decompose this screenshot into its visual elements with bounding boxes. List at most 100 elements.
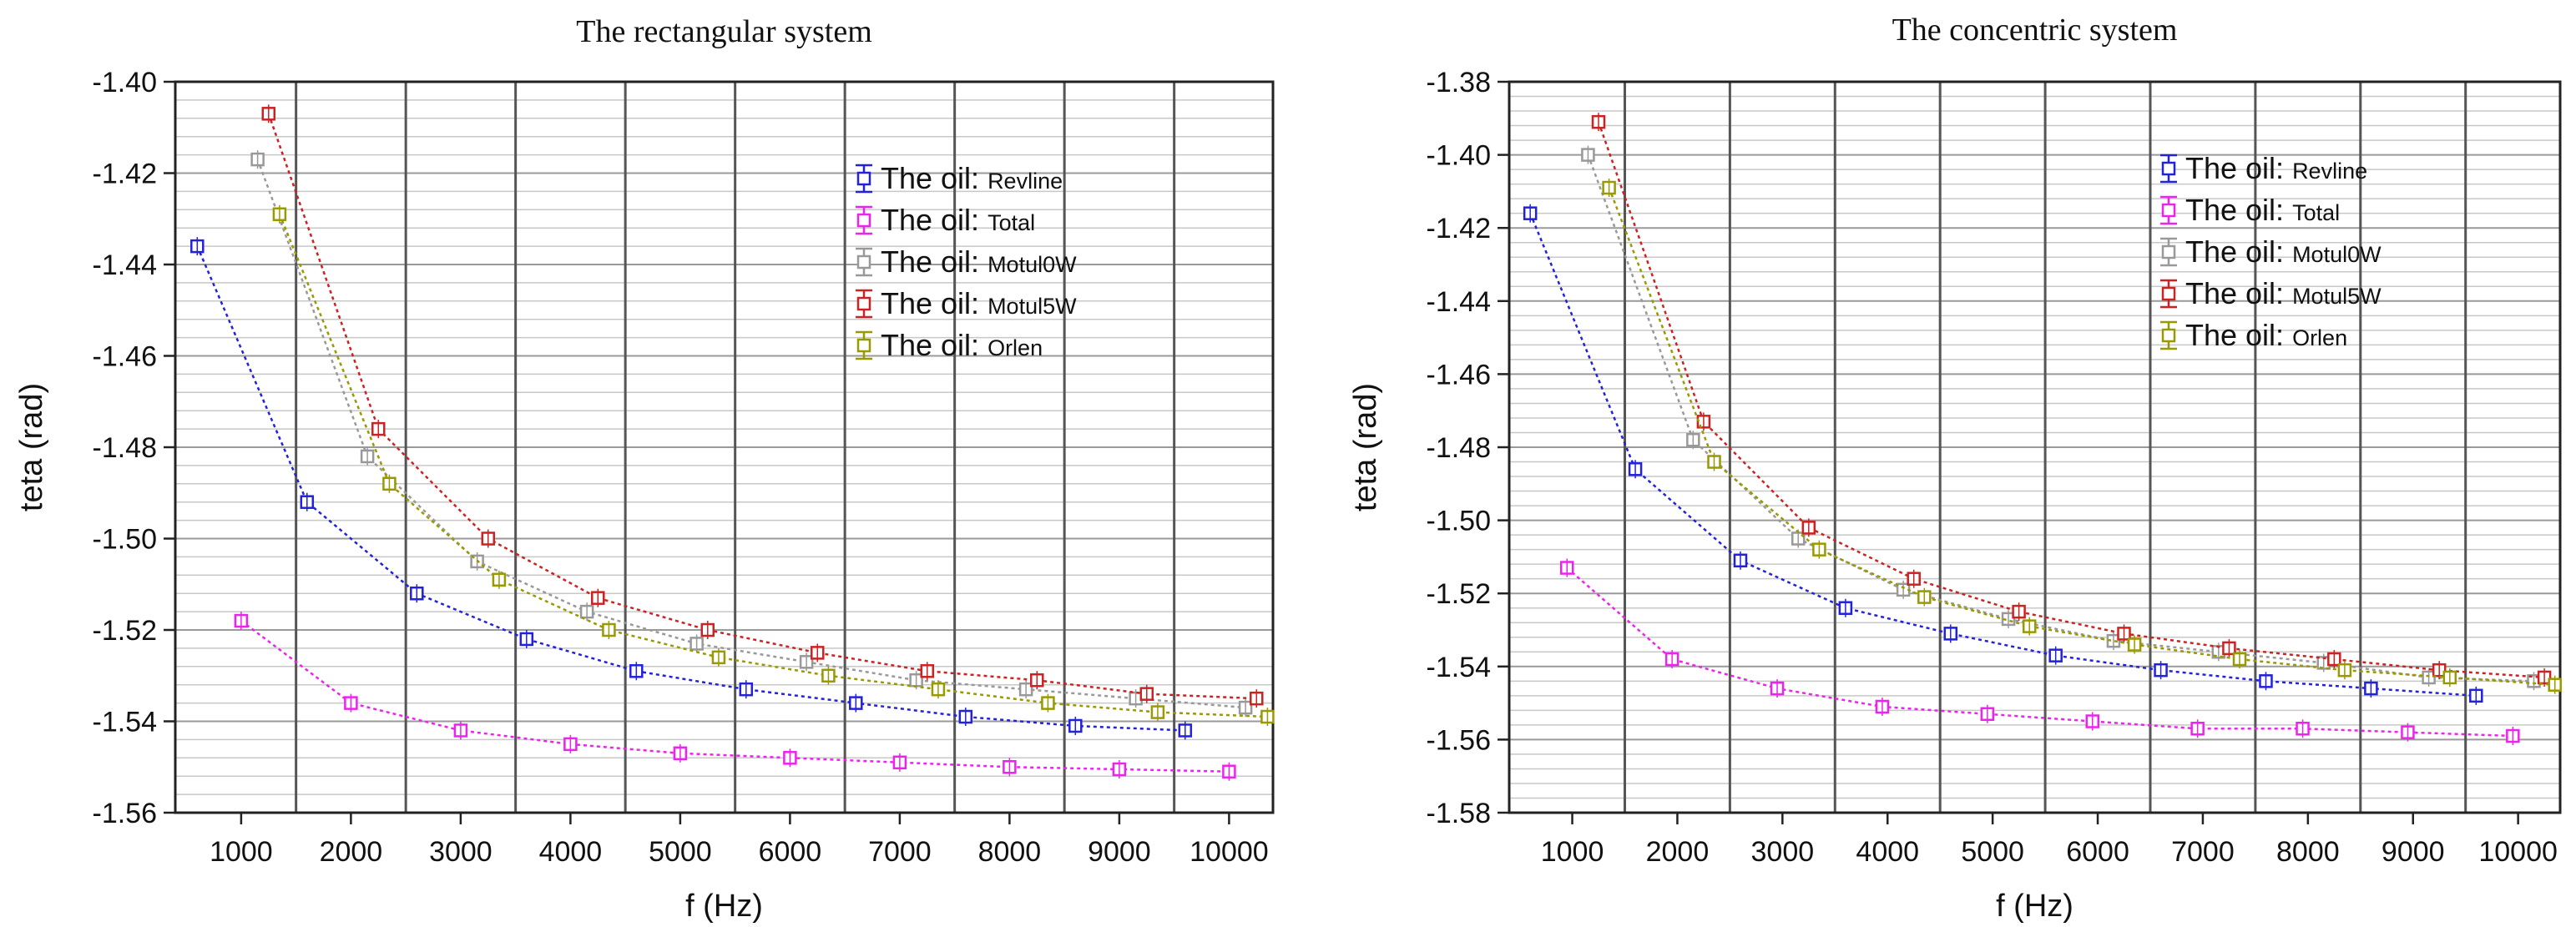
legend-marker (856, 171, 871, 186)
y-tick-label: -1.48 (1427, 432, 1492, 464)
series-orlen (272, 204, 1275, 727)
x-tick-label: 7000 (868, 836, 932, 868)
series-line (196, 245, 1185, 732)
x-tick-label: 4000 (539, 836, 603, 868)
legend-item-motul5w: The oil: Motul5W (856, 286, 1077, 320)
legend-label: The oil: Motul5W (881, 286, 1077, 320)
x-tick-label: 8000 (978, 836, 1042, 868)
series-line (1608, 187, 2555, 686)
legend-label: The oil: Revline (2185, 151, 2367, 185)
series-orlen (1602, 179, 2562, 694)
y-tick-label: -1.42 (1427, 213, 1492, 244)
x-tick-label: 2000 (320, 836, 383, 868)
x-tick-label: 6000 (2066, 836, 2129, 868)
chart-concentric-svg: The concentric system -1.38 -1.40 -1.42 -1.4… (1348, 13, 2562, 924)
series-motul5w (1591, 113, 2552, 687)
series-revline (1523, 204, 2483, 705)
x-tick-label: 4000 (1856, 836, 1919, 868)
legend-marker (2161, 203, 2176, 218)
legend-marker (2161, 286, 2176, 301)
series-line (267, 113, 1257, 700)
legend-item-revline: The oil: Revline (856, 161, 1063, 195)
series-line (256, 159, 1246, 709)
legend-item-total: The oil: Total (2160, 193, 2340, 227)
legend-item-total: The oil: Total (856, 203, 1035, 237)
legend-item-orlen: The oil: Orlen (2160, 318, 2347, 352)
legend-label: The oil: Revline (881, 161, 1063, 195)
legend-label: The oil: Motul0W (2185, 234, 2382, 269)
legend-label: The oil: Orlen (881, 328, 1043, 362)
y-axis-label: teta (rad) (1348, 383, 1383, 511)
legend: The oil: Revline The oil: Total The oil: M… (2160, 151, 2382, 352)
x-tick-label: 8000 (2276, 836, 2340, 868)
chart-title: The rectangular system (576, 14, 872, 49)
legend-marker (856, 296, 871, 311)
legend-label: The oil: Total (881, 203, 1035, 237)
vertical-gridlines (295, 82, 1176, 813)
x-tick-label: 3000 (1751, 836, 1815, 868)
y-tick-label: -1.52 (93, 615, 158, 647)
y-tick-label: -1.52 (1427, 578, 1492, 610)
x-tick-label: 1000 (210, 836, 273, 868)
series-line (1566, 567, 2513, 738)
x-tick-label: 5000 (1961, 836, 2024, 868)
x-tick-label: 2000 (1646, 836, 1710, 868)
legend-label: The oil: Motul0W (881, 244, 1077, 279)
y-tick-label: -1.40 (93, 67, 158, 98)
series-revline (190, 237, 1193, 740)
y-tick-label: -1.48 (93, 432, 158, 464)
y-tick-label: -1.50 (93, 524, 158, 556)
series-line (240, 620, 1230, 773)
y-tick-label: -1.58 (1427, 798, 1492, 829)
legend-marker (2161, 161, 2176, 176)
legend-marker (856, 338, 871, 353)
series-line (1529, 213, 2477, 698)
legend-label: The oil: Motul5W (2185, 276, 2382, 310)
legend-item-motul0w: The oil: Motul0W (2160, 234, 2382, 269)
x-tick-label: 3000 (429, 836, 492, 868)
y-tick-label: -1.42 (93, 159, 158, 190)
series-motul5w (261, 104, 1264, 708)
y-axis-label: teta (rad) (14, 383, 49, 511)
legend-item-revline: The oil: Revline (2160, 151, 2367, 185)
x-axis-label: f (Hz) (1996, 889, 2073, 924)
y-tick-label: -1.44 (1427, 286, 1492, 318)
series-total (234, 612, 1236, 781)
y-tick-label: -1.44 (93, 249, 158, 281)
legend-marker (2161, 328, 2176, 343)
legend-marker (856, 254, 871, 270)
series-motul0w (250, 150, 1253, 718)
x-tick-label: 6000 (759, 836, 822, 868)
vertical-gridlines (1623, 82, 2467, 813)
y-tick-label: -1.38 (1427, 67, 1492, 98)
y-tick-label: -1.50 (1427, 506, 1492, 537)
y-tick-label: -1.46 (93, 341, 158, 373)
x-tick-label: 7000 (2171, 836, 2235, 868)
legend-marker (856, 213, 871, 228)
x-tick-label: 9000 (1088, 836, 1151, 868)
chart-title: The concentric system (1892, 13, 2178, 48)
x-tick-label: 10000 (2478, 836, 2558, 868)
x-tick-label: 5000 (649, 836, 712, 868)
x-tick-label: 9000 (2382, 836, 2445, 868)
y-tick-label: -1.56 (1427, 724, 1492, 756)
chart-rectangular-system: The rectangular system -1.40 -1.42 -1.44 -1.… (14, 14, 1275, 924)
x-axis-label: f (Hz) (685, 889, 763, 924)
legend-marker (2161, 244, 2176, 259)
y-tick-label: -1.56 (93, 798, 158, 829)
y-tick-label: -1.40 (1427, 140, 1492, 172)
series-line (278, 214, 1268, 718)
y-tick-label: -1.46 (1427, 359, 1492, 390)
y-tick-label: -1.54 (93, 707, 158, 738)
chart-rectangular-svg: The rectangular system -1.40 -1.42 -1.44 -1.… (14, 14, 1275, 924)
y-tick-label: -1.54 (1427, 652, 1492, 683)
legend: The oil: Revline The oil: Total The oil: M… (856, 161, 1077, 362)
legend-item-orlen: The oil: Orlen (856, 328, 1043, 362)
legend-label: The oil: Total (2185, 193, 2340, 227)
x-tick-label: 1000 (1541, 836, 1604, 868)
series-total (1559, 558, 2520, 746)
x-tick-label: 10000 (1190, 836, 1269, 868)
major-gridlines (1509, 81, 2560, 814)
chart-concentric-system: The concentric system -1.38 -1.40 -1.42 -1.4… (1288, 0, 2576, 927)
legend-label: The oil: Orlen (2185, 318, 2347, 352)
